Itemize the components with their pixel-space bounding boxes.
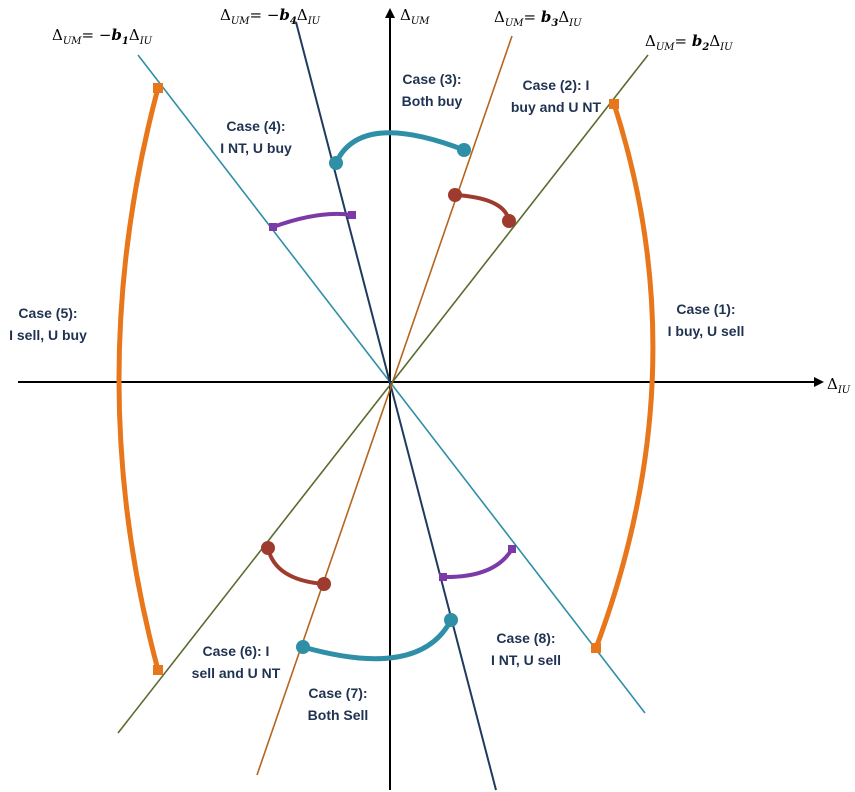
case3-label: Case (3): Both buy (402, 71, 463, 109)
line-b3-label: ΔUM= b3ΔIU (494, 8, 582, 29)
arc-case8-end-right (508, 545, 516, 553)
arc-case1-end-bottom (591, 643, 601, 653)
arc-case3-end-left (329, 156, 343, 170)
case1-label: Case (1): I buy, U sell (668, 301, 745, 339)
arc-case3 (333, 130, 465, 165)
case4-label: Case (4): I NT, U buy (220, 118, 292, 156)
arc-case7-end-left (296, 640, 310, 654)
arc-case8-end-left (439, 573, 447, 581)
line-b2-label: ΔUM= b2ΔIU (645, 32, 733, 53)
line-b1-label: ΔUM= −b1ΔIU (52, 26, 153, 47)
arc-case2-end-right (502, 214, 516, 228)
arc-case5-end-bottom (153, 665, 163, 675)
y-axis-label: ΔUM (400, 6, 430, 27)
arc-case3-end-right (457, 143, 471, 157)
arc-case8 (442, 547, 514, 580)
x-axis-label: ΔIU (827, 375, 851, 396)
case5-label: Case (5): I sell, U buy (9, 305, 87, 343)
line-b4-label: ΔUM= −b4ΔIU (220, 6, 321, 27)
case8-label: Case (8): I NT, U sell (491, 630, 561, 668)
arc-case2 (454, 193, 511, 222)
arc-case1 (593, 103, 656, 649)
arc-case7-end-right (444, 613, 458, 627)
line-b4 (295, 21, 497, 791)
arc-case4-end-left (269, 223, 277, 231)
arc-case7 (302, 618, 454, 662)
arc-case6 (266, 547, 325, 586)
case7-label: Case (7): Both Sell (308, 685, 369, 723)
arc-case5-end-top (153, 83, 163, 93)
arc-case4 (272, 211, 353, 229)
arc-case4-end-right (348, 211, 356, 219)
line-b2 (117, 54, 649, 734)
arc-case6-end-bottom (317, 577, 331, 591)
arc-case1-end-top (609, 99, 619, 109)
line-b3 (256, 35, 513, 776)
arc-case2-end-left (448, 188, 462, 202)
arc-case6-end-top (261, 541, 275, 555)
arc-case5 (116, 87, 161, 671)
